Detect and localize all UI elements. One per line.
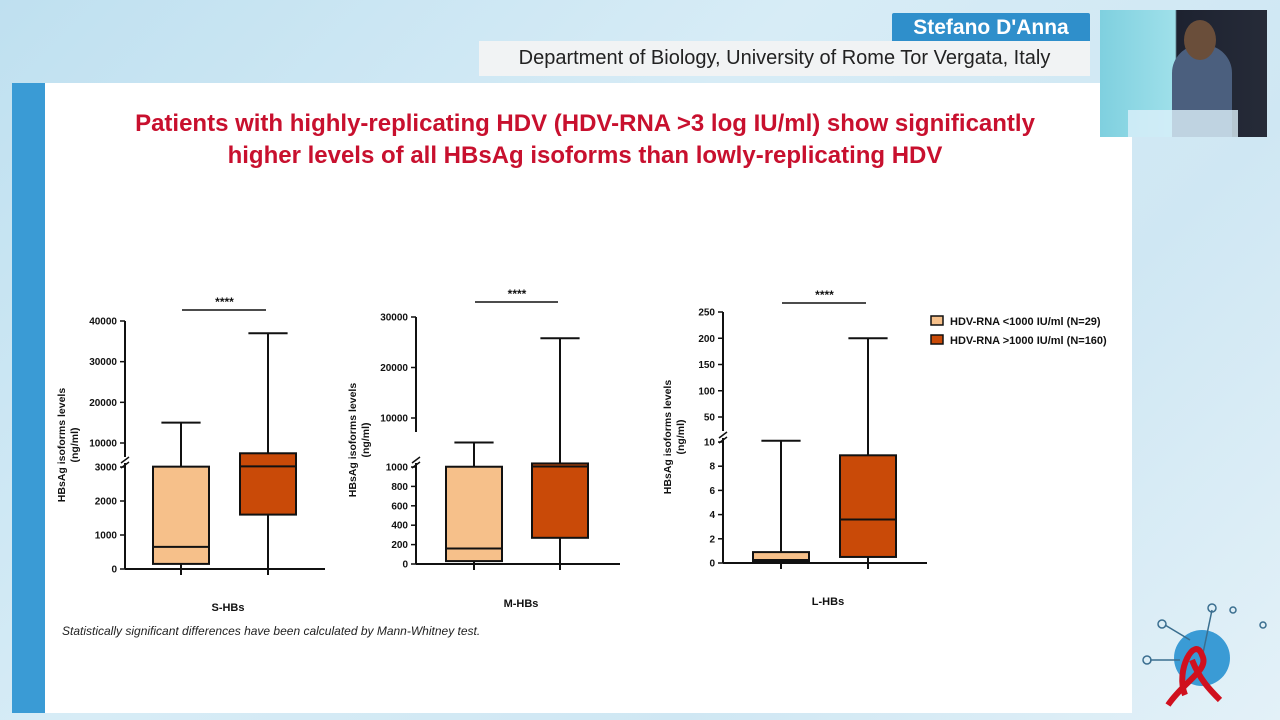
legend-label: HDV-RNA <1000 IU/ml (N=29): [950, 316, 1101, 328]
slide-canvas: [45, 83, 1132, 713]
legend-swatch: [930, 334, 944, 345]
slide-title: Patients with highly-replicating HDV (HD…: [45, 108, 1125, 172]
y-tick-label: 100: [698, 386, 715, 397]
x-axis-label: L-HBs: [812, 596, 844, 608]
y-axis-label-line: HBsAg isoforms levels: [347, 383, 359, 498]
speaker-affiliation: Department of Biology, University of Rom…: [479, 41, 1090, 76]
y-axis-label-unit: (ng/ml): [675, 420, 687, 455]
y-tick-label: 0: [402, 560, 408, 571]
box: [152, 465, 210, 565]
y-tick-label: 1000: [95, 531, 118, 542]
y-tick-label: 0: [111, 565, 117, 576]
chart-l-hbs: 0 2 4 6 8 10 50 100 150 200 250 **** L-HBs HBsAg isof…: [662, 288, 927, 608]
title-line-1: Patients with highly-replicating HDV (HD…: [135, 110, 1035, 137]
y-tick-label: 50: [704, 413, 716, 424]
y-tick-label: 0: [709, 559, 715, 570]
significance-label: ****: [508, 287, 527, 301]
significance-label: ****: [215, 295, 234, 309]
speaker-head: [1184, 20, 1216, 60]
box: [239, 452, 297, 516]
podium: [1128, 110, 1238, 137]
y-tick-label: 8: [709, 462, 715, 473]
y-axis-label: HBsAg isoforms levels(ng/ml): [56, 388, 81, 503]
y-tick-label: 2: [709, 534, 715, 545]
y-tick-label: 250: [698, 308, 715, 319]
y-tick-label: 1000: [386, 463, 409, 474]
x-axis-label: M-HBs: [504, 598, 539, 610]
legend-label: HDV-RNA >1000 IU/ml (N=160): [950, 335, 1107, 347]
y-axis-label: HBsAg isoforms levels(ng/ml): [662, 380, 687, 495]
slide-left-strip: [12, 83, 45, 713]
y-tick-label: 400: [391, 521, 408, 532]
y-tick-label: 200: [391, 540, 408, 551]
y-tick-label: 2000: [95, 497, 118, 508]
y-axis-label-unit: (ng/ml): [69, 428, 81, 463]
conference-logo: [1142, 603, 1267, 707]
footnote: Statistically significant differences ha…: [62, 624, 481, 638]
significance-label: ****: [815, 288, 834, 302]
y-tick-label: 4: [709, 510, 715, 521]
y-tick-label: 10000: [89, 439, 117, 450]
chart-m-hbs: 0 200 400 600 800 1000 10000 20000 30000 **** M-HB…: [347, 287, 620, 610]
x-axis-label: S-HBs: [211, 602, 244, 614]
y-tick-label: 40000: [89, 317, 117, 328]
y-tick-label: 6: [709, 486, 715, 497]
y-tick-label: 10000: [380, 414, 408, 425]
y-axis-label-unit: (ng/ml): [360, 423, 372, 458]
y-axis-label-line: HBsAg isoforms levels: [56, 388, 68, 503]
chart-s-hbs: 0 1000 2000 3000 10000 20000 30000 40000 **** S-H…: [56, 295, 325, 614]
y-axis-label: HBsAg isoforms levels(ng/ml): [347, 383, 372, 498]
box: [839, 454, 897, 558]
y-tick-label: 600: [391, 501, 408, 512]
y-tick-label: 30000: [89, 357, 117, 368]
y-tick-label: 20000: [89, 398, 117, 409]
y-tick-label: 150: [698, 360, 715, 371]
y-tick-label: 800: [391, 482, 408, 493]
y-tick-label: 10: [704, 438, 716, 449]
y-tick-label: 20000: [380, 363, 408, 374]
y-tick-label: 3000: [95, 463, 118, 474]
box: [752, 551, 810, 563]
speaker-name: Stefano D'Anna: [892, 13, 1090, 43]
speaker-video: [1100, 10, 1267, 137]
box: [531, 462, 589, 539]
legend-swatch: [930, 315, 944, 326]
box: [445, 465, 503, 563]
title-line-2: higher levels of all HBsAg isoforms than…: [227, 142, 943, 169]
y-tick-label: 200: [698, 334, 715, 345]
y-axis-label-line: HBsAg isoforms levels: [662, 380, 674, 495]
y-tick-label: 30000: [380, 313, 408, 324]
